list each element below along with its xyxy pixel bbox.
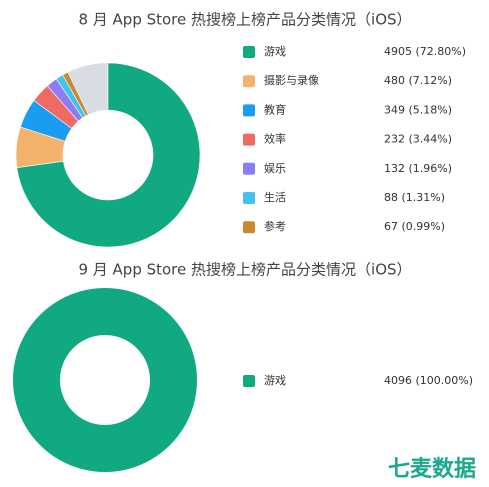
legend-label: 娱乐 bbox=[264, 161, 286, 175]
legend-swatch bbox=[243, 133, 255, 146]
legend-label: 效率 bbox=[264, 132, 286, 146]
chart-title: 9 月 App Store 热搜榜上榜产品分类情况（iOS） bbox=[78, 261, 411, 279]
legend-swatch bbox=[243, 46, 255, 58]
legend-swatch bbox=[243, 192, 255, 204]
legend-swatch bbox=[243, 75, 255, 88]
legend-label: 游戏 bbox=[264, 45, 286, 58]
legend-value: 480 (7.12%) bbox=[384, 74, 452, 87]
legend-label: 教育 bbox=[264, 102, 286, 116]
slice bbox=[62, 71, 89, 117]
legend-value: 232 (3.44%) bbox=[384, 133, 452, 146]
legend-swatch bbox=[243, 221, 255, 234]
legend-swatch bbox=[243, 162, 255, 175]
legend-label: 参考 bbox=[264, 219, 286, 233]
legend-label: 摄影与录像 bbox=[264, 73, 319, 87]
legend-value: 88 (1.31%) bbox=[384, 191, 445, 204]
legend-value: 132 (1.96%) bbox=[384, 162, 452, 175]
slice bbox=[16, 62, 201, 248]
slice bbox=[12, 288, 197, 472]
legend-label: 生活 bbox=[264, 190, 286, 204]
legend-value: 4905 (72.80%) bbox=[384, 45, 466, 58]
legend-swatch bbox=[243, 104, 255, 117]
chart-title: 8 月 App Store 热搜榜上榜产品分类情况（iOS） bbox=[78, 11, 411, 29]
legend-value: 349 (5.18%) bbox=[384, 103, 452, 116]
legend-value: 4096 (100.00%) bbox=[384, 374, 473, 387]
legend-value: 67 (0.99%) bbox=[384, 220, 445, 233]
logo: 七麦数据 bbox=[388, 456, 476, 482]
legend-label: 游戏 bbox=[264, 374, 286, 387]
legend-swatch bbox=[243, 375, 255, 387]
